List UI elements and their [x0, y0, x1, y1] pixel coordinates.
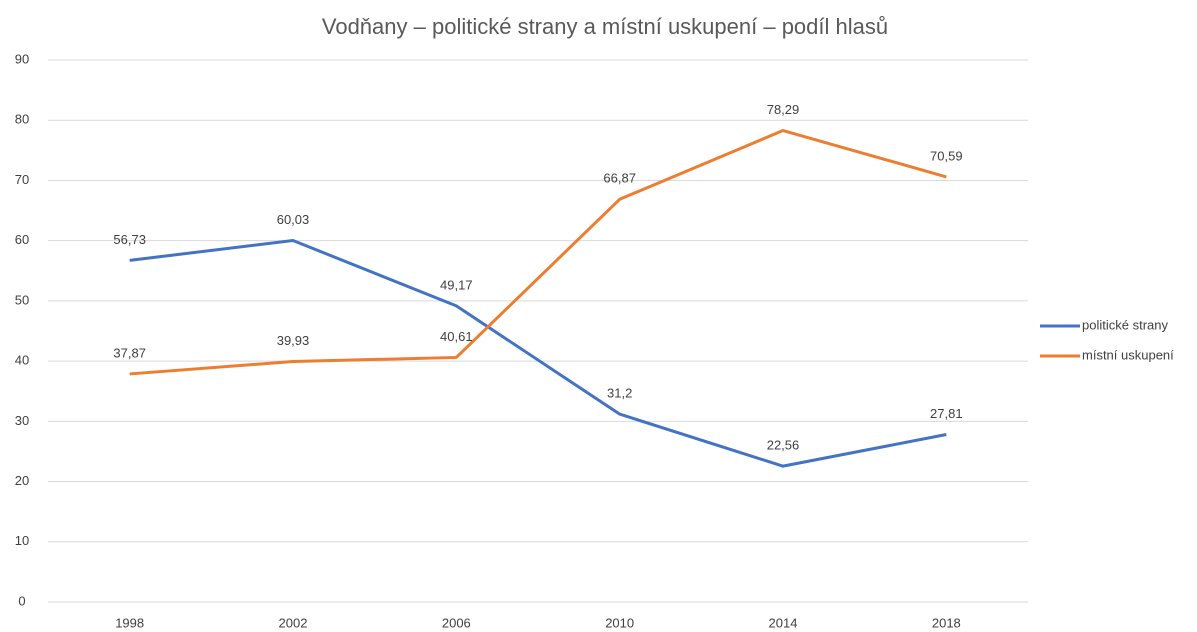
- data-label: 27,81: [930, 406, 963, 421]
- x-tick-label: 2018: [932, 615, 961, 630]
- chart-title: Vodňany – politické strany a místní usku…: [322, 14, 888, 39]
- data-label: 49,17: [440, 277, 473, 292]
- legend-label: politické strany: [1082, 317, 1168, 332]
- data-label: 22,56: [767, 438, 800, 453]
- x-tick-label: 2014: [769, 615, 798, 630]
- y-tick-label: 20: [15, 473, 29, 488]
- x-tick-label: 2002: [279, 615, 308, 630]
- y-tick-label: 50: [15, 292, 29, 307]
- y-tick-label: 80: [15, 112, 29, 127]
- data-label: 70,59: [930, 148, 963, 163]
- y-tick-label: 90: [15, 51, 29, 66]
- y-tick-label: 40: [15, 353, 29, 368]
- x-tick-label: 1998: [115, 615, 144, 630]
- data-label: 40,61: [440, 329, 473, 344]
- y-tick-label: 0: [18, 593, 25, 608]
- data-label: 31,2: [607, 386, 632, 401]
- y-tick-label: 60: [15, 232, 29, 247]
- data-label: 60,03: [277, 212, 310, 227]
- data-label: 37,87: [113, 345, 146, 360]
- y-tick-label: 70: [15, 172, 29, 187]
- x-tick-label: 2006: [442, 615, 471, 630]
- data-label: 39,93: [277, 333, 310, 348]
- x-tick-label: 2010: [605, 615, 634, 630]
- data-label: 66,87: [603, 171, 636, 186]
- y-tick-label: 10: [15, 533, 29, 548]
- series-line: [129, 129, 947, 376]
- legend-label: místní uskupení: [1082, 347, 1174, 362]
- data-label: 56,73: [113, 232, 146, 247]
- data-label: 78,29: [767, 102, 800, 117]
- series-line: [129, 238, 947, 468]
- y-tick-label: 30: [15, 413, 29, 428]
